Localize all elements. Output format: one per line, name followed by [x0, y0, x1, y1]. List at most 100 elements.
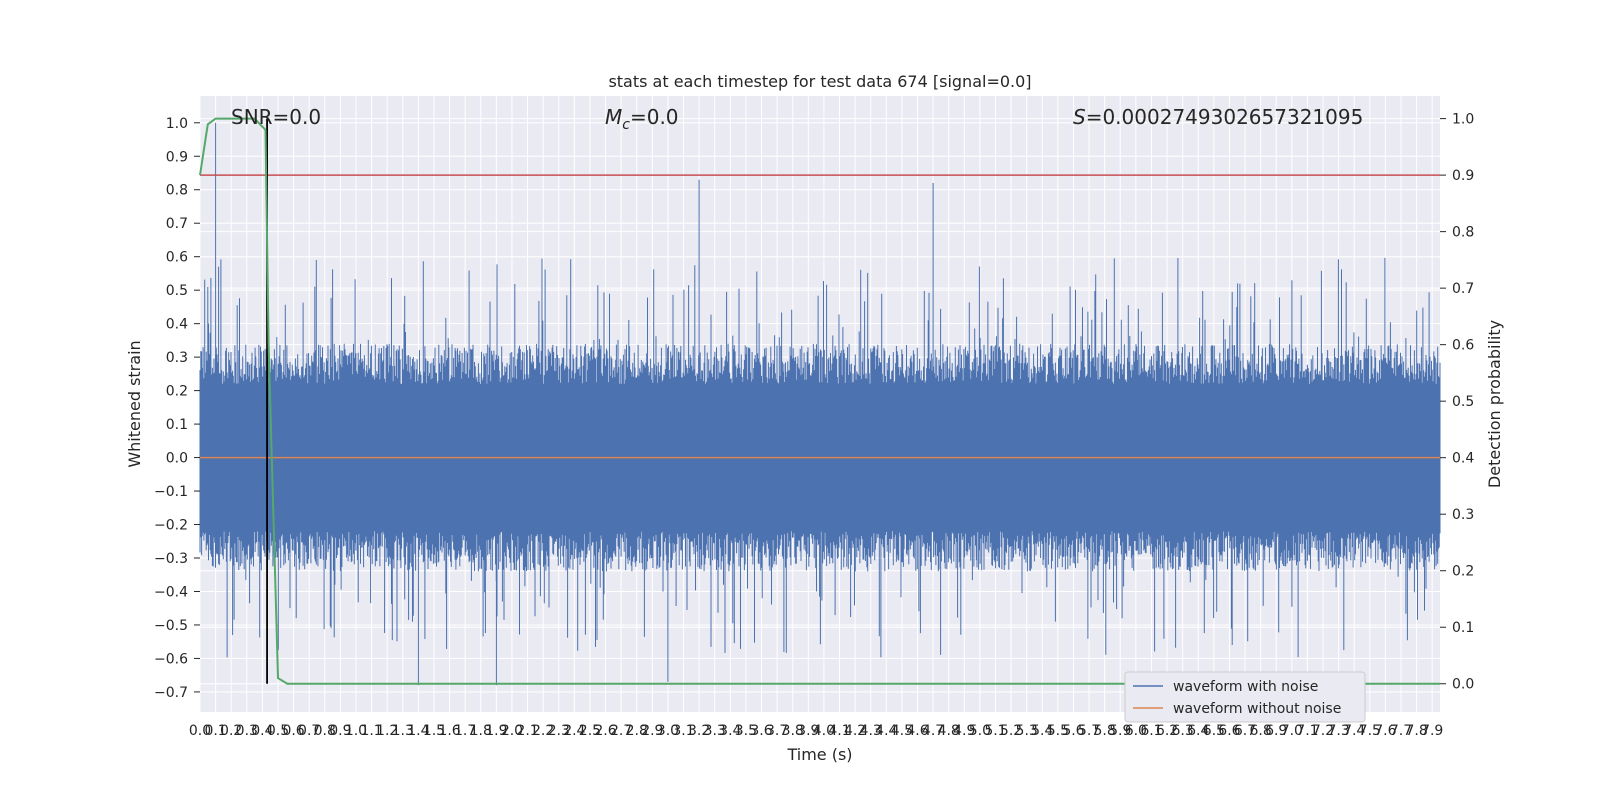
y-tick-label: 0.5: [166, 283, 188, 299]
x-tick-label: 4.2: [844, 723, 866, 739]
y-axis-label: Whitened strain: [125, 340, 144, 467]
x-tick-label: 2.2: [532, 723, 554, 739]
y-tick-label: 0.2: [166, 384, 188, 400]
x-tick-label: 5.2: [1000, 723, 1022, 739]
x-tick-label: 6.7: [1234, 723, 1256, 739]
x-tick-label: 4.6: [906, 723, 928, 739]
x-tick-label: 2.7: [610, 723, 632, 739]
x-tick-label: 5.8: [1094, 723, 1116, 739]
x-tick-label: 5.1: [984, 723, 1006, 739]
y-tick-label: 0.0: [166, 451, 188, 467]
x-tick-label: 7.7: [1390, 723, 1412, 739]
x-tick-label: 4.9: [953, 723, 975, 739]
x-tick-label: 6.2: [1156, 723, 1178, 739]
x-tick-label: 1.7: [454, 723, 476, 739]
y-tick-label: −0.2: [154, 518, 188, 534]
legend-box: [1124, 671, 1366, 723]
x-tick-label: 1.0: [345, 723, 367, 739]
y-right-tick-label: 0.5: [1452, 394, 1474, 410]
x-tick-label: 0.9: [329, 723, 351, 739]
x-tick-label: 7.4: [1343, 723, 1365, 739]
x-tick-label: 3.2: [688, 723, 710, 739]
x-tick-label: 3.9: [797, 723, 819, 739]
x-tick-label: 3.6: [750, 723, 772, 739]
x-tick-label: 1.5: [423, 723, 445, 739]
x-tick-label: 2.5: [579, 723, 601, 739]
x-ticks: 0.00.10.20.30.40.50.60.70.80.91.01.11.21…: [189, 723, 1443, 739]
y-tick-label: 0.7: [166, 216, 188, 232]
x-tick-label: 2.4: [563, 723, 585, 739]
x-tick-label: 3.0: [657, 723, 679, 739]
x-tick-label: 5.6: [1062, 723, 1084, 739]
x-tick-label: 6.8: [1249, 723, 1271, 739]
y-tick-label: −0.5: [154, 618, 188, 634]
noisy-waveform-trace: [199, 122, 1441, 686]
x-tick-label: 1.1: [360, 723, 382, 739]
y-tick-label: −0.4: [154, 584, 188, 600]
x-tick-label: 1.3: [392, 723, 414, 739]
x-tick-label: 1.6: [438, 723, 460, 739]
y-tick-label: 0.8: [166, 183, 188, 199]
x-tick-label: 7.2: [1312, 723, 1334, 739]
detection-probability-line: [199, 117, 1440, 685]
x-tick-label: 1.8: [470, 723, 492, 739]
chirp-mass-annotation: Mc=0.0: [605, 105, 679, 133]
right-y-axis-label: Detection probability: [1485, 320, 1504, 488]
x-tick-label: 4.3: [860, 723, 882, 739]
x-tick-label: 0.3: [236, 723, 258, 739]
x-tick-label: 2.8: [626, 723, 648, 739]
right-y-ticks: 0.0 0.1 0.2 0.3 0.4 0.5 0.6 0.7 0.8 0.9 1.0: [1440, 112, 1474, 693]
x-tick-label: 0.7: [298, 723, 320, 739]
x-tick-label: 3.1: [672, 723, 694, 739]
y-tick-label: 0.4: [166, 317, 188, 333]
x-tick-label: 7.0: [1281, 723, 1303, 739]
x-tick-label: 5.4: [1031, 723, 1053, 739]
x-tick-label: 7.5: [1359, 723, 1381, 739]
x-tick-label: 7.3: [1327, 723, 1349, 739]
x-tick-label: 2.9: [641, 723, 663, 739]
x-tick-label: 3.3: [704, 723, 726, 739]
chart-title: stats at each timestep for test data 674…: [608, 72, 1031, 91]
y-tick-label: −0.1: [154, 484, 188, 500]
x-tick-label: 0.2: [220, 723, 242, 739]
x-tick-label: 1.2: [376, 723, 398, 739]
x-tick-label: 6.0: [1125, 723, 1147, 739]
x-axis-label: Time (s): [786, 745, 852, 764]
left-y-ticks: −0.7 −0.6 −0.5 −0.4 −0.3 −0.2 −0.1 0.0 0.1 0.2 0.3…: [154, 116, 200, 701]
x-tick-label: 4.7: [922, 723, 944, 739]
snr-annotation: SNR=0.0: [231, 105, 321, 129]
x-tick-label: 4.5: [891, 723, 913, 739]
y-tick-label: −0.6: [154, 651, 188, 667]
y-right-tick-label: 0.0: [1452, 677, 1474, 693]
noisy-waveform-series: [199, 122, 1441, 686]
x-tick-label: 7.8: [1405, 723, 1427, 739]
y-tick-label: 0.6: [166, 250, 188, 266]
x-tick-label: 6.6: [1218, 723, 1240, 739]
x-tick-label: 5.9: [1109, 723, 1131, 739]
x-tick-label: 6.9: [1265, 723, 1287, 739]
y-right-tick-label: 0.8: [1452, 225, 1474, 241]
y-right-tick-label: 0.2: [1452, 564, 1474, 580]
y-tick-label: −0.3: [154, 551, 188, 567]
y-tick-label: 0.3: [166, 350, 188, 366]
x-tick-label: 7.9: [1421, 723, 1443, 739]
x-tick-label: 6.3: [1172, 723, 1194, 739]
x-tick-label: 6.1: [1140, 723, 1162, 739]
legend-label-noisy: waveform with noise: [1173, 679, 1318, 695]
x-tick-label: 0.5: [267, 723, 289, 739]
y-right-tick-label: 0.4: [1452, 451, 1474, 467]
x-tick-label: 0.0: [189, 723, 211, 739]
x-tick-label: 0.8: [314, 723, 336, 739]
y-right-tick-label: 0.1: [1452, 620, 1474, 636]
y-right-tick-label: 0.9: [1452, 168, 1474, 184]
y-right-tick-label: 1.0: [1452, 112, 1474, 128]
y-tick-label: 0.1: [166, 417, 188, 433]
x-tick-label: 3.4: [719, 723, 741, 739]
x-tick-label: 2.0: [501, 723, 523, 739]
legend: waveform with noise waveform without noi…: [1124, 671, 1366, 723]
x-tick-label: 2.6: [594, 723, 616, 739]
x-tick-label: 7.1: [1296, 723, 1318, 739]
legend-label-clean: waveform without noise: [1173, 701, 1341, 717]
y-right-tick-label: 0.3: [1452, 507, 1474, 523]
